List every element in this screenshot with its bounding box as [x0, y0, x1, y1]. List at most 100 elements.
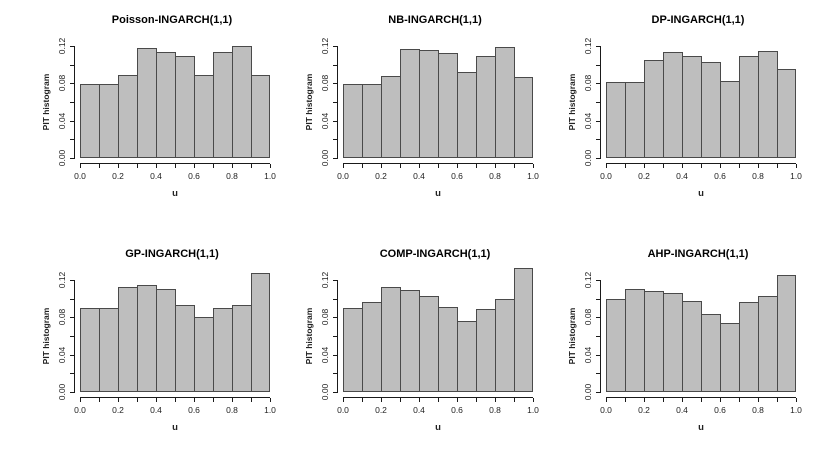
- x-tick: [343, 398, 344, 402]
- chart-panel-comp: COMP-INGARCH(1,1) PIT histogram 0.00 0.04 0.…: [275, 242, 539, 442]
- y-axis-label: PIT histogram: [567, 307, 577, 365]
- y-tick: [596, 102, 600, 103]
- y-tick-label: 0.08: [57, 308, 67, 326]
- x-tick-label: 0.4: [676, 405, 688, 415]
- figure-grid: Poisson-INGARCH(1,1) PIT histogram 0.00 0.0…: [12, 8, 802, 442]
- histogram-bar: [758, 296, 778, 392]
- x-axis-label: u: [172, 422, 178, 433]
- histogram-bar: [362, 302, 382, 392]
- histogram-bar: [118, 287, 138, 392]
- histogram-bar: [400, 290, 420, 392]
- x-tick: [381, 164, 382, 168]
- chart-panel-nb: NB-INGARCH(1,1) PIT histogram 0.00 0.04 0.08…: [275, 8, 539, 208]
- x-tick: [625, 398, 626, 402]
- y-tick: [333, 392, 337, 393]
- y-tick-label: 0.04: [57, 346, 67, 364]
- y-tick: [596, 139, 600, 140]
- histogram-bar: [476, 309, 496, 392]
- y-tick: [596, 355, 600, 356]
- y-tick: [596, 336, 600, 337]
- x-tick-label: 0.4: [413, 171, 425, 181]
- y-tick: [596, 83, 600, 84]
- y-tick: [333, 83, 337, 84]
- x-tick: [270, 164, 271, 168]
- x-tick: [682, 164, 683, 168]
- chart-title: NB-INGARCH(1,1): [388, 14, 482, 26]
- x-tick-label: 0.0: [74, 405, 86, 415]
- x-tick-label: 0.8: [752, 405, 764, 415]
- y-tick: [596, 373, 600, 374]
- histogram-bar: [476, 56, 496, 158]
- y-axis-line: [74, 280, 75, 393]
- histogram-bar: [777, 69, 796, 158]
- y-tick: [70, 121, 74, 122]
- x-tick: [194, 398, 195, 402]
- y-tick: [333, 299, 337, 300]
- chart-title: DP-INGARCH(1,1): [651, 14, 745, 26]
- x-tick: [80, 398, 81, 402]
- y-axis-label: PIT histogram: [567, 73, 577, 131]
- x-tick-label: 0.2: [112, 405, 124, 415]
- y-tick-label: 0.08: [57, 74, 67, 92]
- histogram-bar: [495, 47, 515, 158]
- x-tick-label: 0.0: [337, 171, 349, 181]
- histogram-bar: [251, 75, 270, 158]
- y-tick: [333, 121, 337, 122]
- histogram-bar: [663, 293, 683, 392]
- x-tick-label: 0.6: [451, 405, 463, 415]
- histogram-bar: [194, 75, 214, 158]
- chart-title: Poisson-INGARCH(1,1): [111, 14, 233, 26]
- x-tick-label: 1.0: [527, 171, 539, 181]
- x-tick: [175, 164, 176, 168]
- x-tick: [80, 164, 81, 168]
- histogram-bar: [362, 84, 382, 158]
- y-axis-line: [337, 280, 338, 393]
- x-tick: [758, 398, 759, 402]
- histogram-bar: [644, 60, 664, 158]
- x-axis-line: [606, 163, 796, 164]
- y-tick: [596, 392, 600, 393]
- x-tick: [400, 398, 401, 402]
- y-tick: [70, 392, 74, 393]
- x-tick: [701, 164, 702, 168]
- histogram-bar: [606, 82, 626, 158]
- histogram-bar: [514, 268, 533, 392]
- x-tick-label: 0.8: [752, 171, 764, 181]
- x-tick: [796, 398, 797, 402]
- y-tick-label: 0.08: [320, 308, 330, 326]
- x-tick: [251, 164, 252, 168]
- histogram-bar: [156, 289, 176, 392]
- x-tick: [796, 164, 797, 168]
- y-tick: [333, 280, 337, 281]
- x-tick: [400, 164, 401, 168]
- histogram-bar: [495, 299, 515, 392]
- y-tick: [596, 121, 600, 122]
- x-axis-label: u: [698, 422, 704, 433]
- histogram-bar: [175, 56, 195, 158]
- x-tick: [644, 164, 645, 168]
- x-tick-label: 1.0: [264, 171, 276, 181]
- x-axis-label: u: [435, 422, 441, 433]
- x-tick: [232, 164, 233, 168]
- histogram-bar: [644, 291, 664, 392]
- y-tick: [596, 65, 600, 66]
- x-axis-label: u: [172, 188, 178, 199]
- y-tick: [70, 355, 74, 356]
- x-tick-label: 0.4: [150, 405, 162, 415]
- x-tick: [175, 398, 176, 402]
- histogram-bar: [701, 62, 721, 158]
- x-tick: [663, 398, 664, 402]
- x-tick: [438, 398, 439, 402]
- y-tick-label: 0.00: [57, 383, 67, 401]
- x-axis-label: u: [698, 188, 704, 199]
- y-tick-label: 0.04: [320, 346, 330, 364]
- histogram-bar: [343, 308, 363, 392]
- x-tick-label: 0.0: [337, 405, 349, 415]
- x-tick: [625, 164, 626, 168]
- histogram-bar: [400, 49, 420, 158]
- histogram-bar: [514, 77, 533, 158]
- histogram-bar: [156, 52, 176, 158]
- x-axis-line: [80, 397, 270, 398]
- histogram-bar: [438, 307, 458, 392]
